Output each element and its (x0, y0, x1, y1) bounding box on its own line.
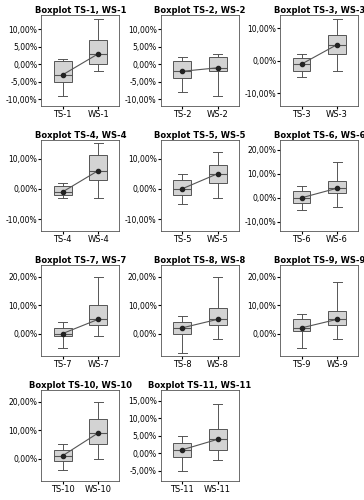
PathPatch shape (89, 305, 107, 325)
PathPatch shape (293, 190, 310, 202)
PathPatch shape (293, 320, 310, 330)
PathPatch shape (209, 429, 226, 450)
Title: Boxplot TS-9, WS-9: Boxplot TS-9, WS-9 (274, 256, 364, 264)
Title: Boxplot TS-2, WS-2: Boxplot TS-2, WS-2 (154, 6, 246, 15)
PathPatch shape (209, 308, 226, 325)
PathPatch shape (173, 322, 191, 334)
Title: Boxplot TS-6, WS-6: Boxplot TS-6, WS-6 (274, 130, 364, 140)
PathPatch shape (328, 35, 346, 54)
Title: Boxplot TS-4, WS-4: Boxplot TS-4, WS-4 (35, 130, 126, 140)
Title: Boxplot TS-1, WS-1: Boxplot TS-1, WS-1 (35, 6, 126, 15)
Title: Boxplot TS-3, WS-3: Boxplot TS-3, WS-3 (274, 6, 364, 15)
PathPatch shape (54, 328, 72, 336)
PathPatch shape (54, 186, 72, 195)
PathPatch shape (173, 61, 191, 78)
PathPatch shape (293, 58, 310, 70)
PathPatch shape (54, 450, 72, 462)
PathPatch shape (328, 311, 346, 325)
PathPatch shape (89, 40, 107, 64)
PathPatch shape (54, 61, 72, 82)
PathPatch shape (209, 58, 226, 71)
PathPatch shape (209, 164, 226, 183)
Title: Boxplot TS-8, WS-8: Boxplot TS-8, WS-8 (154, 256, 246, 264)
Title: Boxplot TS-11, WS-11: Boxplot TS-11, WS-11 (148, 380, 252, 390)
Title: Boxplot TS-10, WS-10: Boxplot TS-10, WS-10 (29, 380, 132, 390)
PathPatch shape (173, 443, 191, 457)
PathPatch shape (89, 419, 107, 444)
PathPatch shape (173, 180, 191, 195)
PathPatch shape (89, 156, 107, 180)
PathPatch shape (328, 181, 346, 193)
Title: Boxplot TS-5, WS-5: Boxplot TS-5, WS-5 (154, 130, 246, 140)
Title: Boxplot TS-7, WS-7: Boxplot TS-7, WS-7 (35, 256, 126, 264)
